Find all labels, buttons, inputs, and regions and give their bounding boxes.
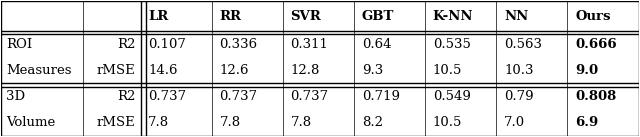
Text: NN: NN xyxy=(504,10,528,23)
Text: Volume: Volume xyxy=(6,116,56,129)
Text: 0.79: 0.79 xyxy=(504,90,534,103)
Text: 0.666: 0.666 xyxy=(575,38,617,51)
Text: 0.64: 0.64 xyxy=(362,38,391,51)
Text: 0.808: 0.808 xyxy=(575,90,616,103)
Text: rMSE: rMSE xyxy=(97,116,136,129)
Text: 8.2: 8.2 xyxy=(362,116,383,129)
Text: Measures: Measures xyxy=(6,64,72,77)
Text: 12.8: 12.8 xyxy=(291,64,320,77)
Text: 0.549: 0.549 xyxy=(433,90,470,103)
Text: 9.3: 9.3 xyxy=(362,64,383,77)
Text: 9.0: 9.0 xyxy=(575,64,598,77)
Text: 3D: 3D xyxy=(6,90,26,103)
Text: 0.535: 0.535 xyxy=(433,38,470,51)
Text: 0.737: 0.737 xyxy=(291,90,329,103)
Text: rMSE: rMSE xyxy=(97,64,136,77)
Text: 10.3: 10.3 xyxy=(504,64,534,77)
Text: GBT: GBT xyxy=(362,10,394,23)
Text: 6.9: 6.9 xyxy=(575,116,598,129)
Text: 7.8: 7.8 xyxy=(291,116,312,129)
Text: 12.6: 12.6 xyxy=(220,64,249,77)
Text: 7.8: 7.8 xyxy=(148,116,170,129)
Text: 7.0: 7.0 xyxy=(504,116,525,129)
Text: 0.107: 0.107 xyxy=(148,38,186,51)
Text: 0.737: 0.737 xyxy=(220,90,257,103)
Text: 10.5: 10.5 xyxy=(433,116,462,129)
Text: 0.563: 0.563 xyxy=(504,38,542,51)
Text: RR: RR xyxy=(220,10,241,23)
Text: 14.6: 14.6 xyxy=(148,64,178,77)
Text: K-NN: K-NN xyxy=(433,10,474,23)
Text: ROI: ROI xyxy=(6,38,33,51)
Text: Ours: Ours xyxy=(575,10,611,23)
Text: 0.311: 0.311 xyxy=(291,38,328,51)
Text: R2: R2 xyxy=(117,38,136,51)
Text: R2: R2 xyxy=(117,90,136,103)
Text: LR: LR xyxy=(148,10,168,23)
Text: 10.5: 10.5 xyxy=(433,64,462,77)
Text: SVR: SVR xyxy=(291,10,321,23)
Text: 0.737: 0.737 xyxy=(148,90,186,103)
Text: 0.336: 0.336 xyxy=(220,38,257,51)
Text: 7.8: 7.8 xyxy=(220,116,241,129)
Text: 0.719: 0.719 xyxy=(362,90,399,103)
